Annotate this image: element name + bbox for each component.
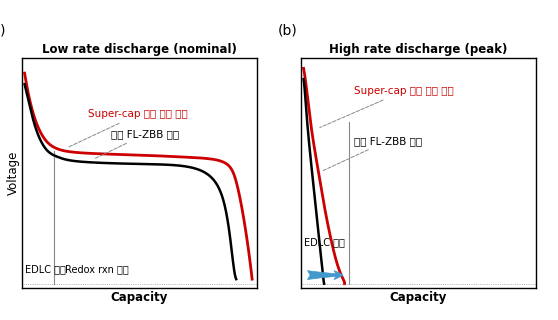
Text: Super-cap 기본 복합 양극: Super-cap 기본 복합 양극	[68, 109, 188, 147]
Text: EDLC 영역: EDLC 영역	[25, 265, 65, 275]
Text: 기존 FL-ZBB 양극: 기존 FL-ZBB 양극	[95, 129, 179, 158]
X-axis label: Capacity: Capacity	[111, 291, 168, 304]
Text: Redox rxn 영역: Redox rxn 영역	[65, 265, 128, 275]
Title: High rate discharge (peak): High rate discharge (peak)	[329, 44, 508, 56]
Y-axis label: Voltage: Voltage	[7, 151, 20, 195]
Text: EDLC 영역: EDLC 영역	[304, 237, 344, 247]
Title: Low rate discharge (nominal): Low rate discharge (nominal)	[42, 44, 237, 56]
X-axis label: Capacity: Capacity	[390, 291, 447, 304]
Text: 기존 FL-ZBB 양극: 기존 FL-ZBB 양극	[323, 136, 422, 171]
Text: Super-cap 기본 복합 양극: Super-cap 기본 복합 양극	[320, 86, 454, 128]
Text: (a): (a)	[0, 24, 7, 37]
Text: (b): (b)	[278, 24, 297, 37]
